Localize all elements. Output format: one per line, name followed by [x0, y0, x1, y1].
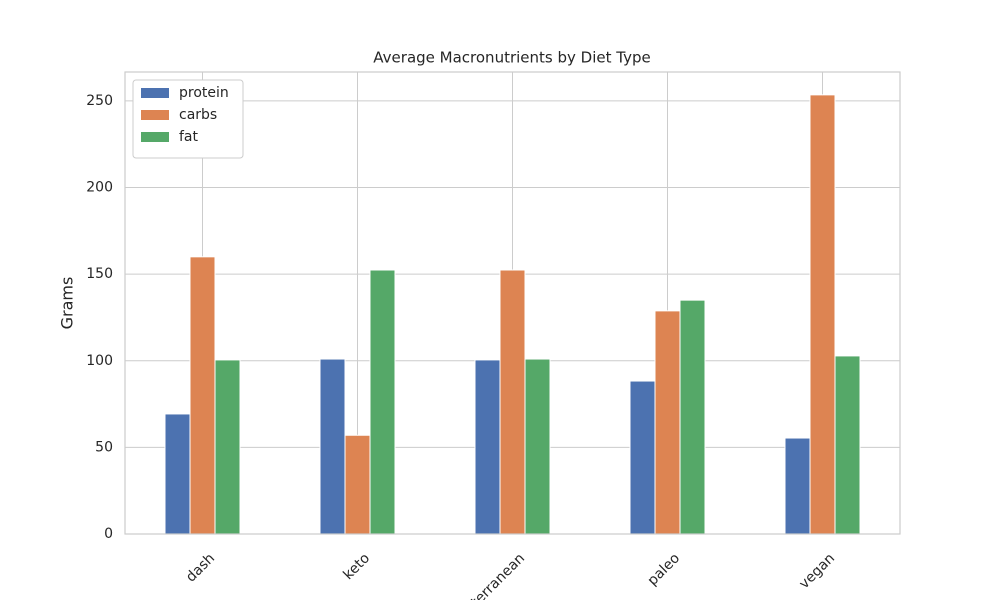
- bar: [679, 299, 706, 535]
- y-tick-label: 200: [86, 180, 113, 196]
- legend-label: fat: [179, 129, 199, 145]
- y-tick-label: 250: [86, 93, 113, 109]
- legend: protein carbs fat: [132, 79, 244, 159]
- legend-swatch: [141, 110, 169, 120]
- bar: [164, 413, 191, 535]
- bar: [214, 359, 241, 535]
- y-tick-label: 50: [95, 439, 113, 455]
- bar: [344, 434, 371, 535]
- bar: [189, 256, 216, 535]
- bar: [629, 380, 656, 535]
- bar: [474, 359, 501, 535]
- bar: [654, 310, 681, 535]
- y-tick-label: 0: [104, 526, 113, 542]
- legend-label: carbs: [179, 107, 217, 123]
- legend-swatch: [141, 132, 169, 142]
- bar: [834, 355, 861, 535]
- chart-title: Average Macronutrients by Diet Type: [373, 49, 650, 67]
- bar: [369, 269, 396, 535]
- legend-swatch: [141, 88, 169, 98]
- y-tick-label: 100: [86, 353, 113, 369]
- bar: [319, 358, 346, 535]
- bar: [524, 358, 551, 535]
- bar: [499, 269, 526, 535]
- plot-frame: [124, 71, 901, 535]
- bar: [784, 437, 811, 535]
- legend-label: protein: [179, 85, 229, 101]
- y-axis-label: Grams: [58, 277, 77, 330]
- y-tick-label: 150: [86, 266, 113, 282]
- bar: [809, 94, 836, 535]
